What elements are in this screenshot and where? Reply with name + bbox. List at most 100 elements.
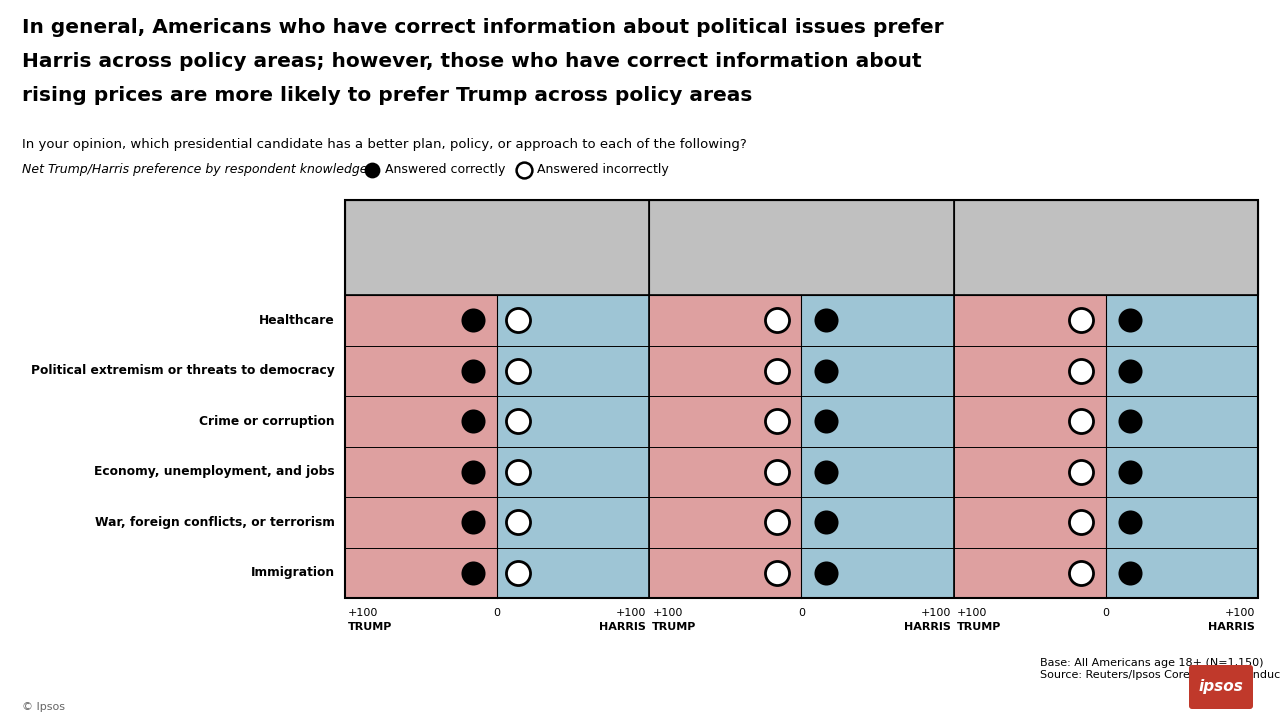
Bar (801, 446, 954, 497)
Point (767, 466, 787, 477)
Text: Crime or corruption: Crime or corruption (200, 415, 335, 428)
Bar (497, 396, 649, 446)
Point (1120, 516, 1140, 528)
Text: HARRIS: HARRIS (1208, 622, 1254, 632)
Text: Harris across policy areas; however, those who have correct information about: Harris across policy areas; however, tho… (22, 52, 922, 71)
Text: In your opinion, which presidential candidate has a better plan, policy, or appr: In your opinion, which presidential cand… (22, 138, 746, 151)
Text: Immigration: Immigration (251, 566, 335, 580)
Point (508, 466, 529, 477)
Bar (954, 497, 1106, 547)
Bar (649, 200, 954, 295)
Bar (497, 446, 649, 497)
Text: +100: +100 (616, 608, 646, 618)
Text: +100: +100 (348, 608, 379, 618)
Text: Net Trump/Harris preference by respondent knowledge: Net Trump/Harris preference by responden… (22, 163, 367, 176)
Text: TRUMP: TRUMP (653, 622, 696, 632)
Point (767, 365, 787, 377)
Text: Economy, unemployment, and jobs: Economy, unemployment, and jobs (95, 465, 335, 478)
Bar (497, 346, 649, 396)
Point (767, 516, 787, 528)
Bar (954, 200, 1258, 295)
Bar (1106, 346, 1258, 396)
Text: In general, Americans who have correct information about political issues prefer: In general, Americans who have correct i… (22, 18, 943, 37)
Bar (649, 295, 801, 346)
Point (462, 365, 483, 377)
Point (1120, 567, 1140, 578)
Point (508, 315, 529, 326)
Bar (954, 396, 1106, 446)
Bar (801, 497, 954, 547)
Bar (649, 547, 801, 598)
Bar (649, 446, 801, 497)
Point (815, 516, 836, 528)
Point (815, 567, 836, 578)
Point (508, 516, 529, 528)
Bar (649, 396, 801, 446)
Point (508, 567, 529, 578)
Text: ipsos: ipsos (1198, 680, 1243, 695)
Bar (1106, 497, 1258, 547)
Bar (346, 200, 1258, 598)
Bar (497, 497, 649, 547)
Text: Answered incorrectly: Answered incorrectly (538, 163, 668, 176)
Point (462, 516, 483, 528)
Bar (346, 396, 497, 446)
Bar (954, 446, 1106, 497)
Point (815, 466, 836, 477)
Point (1071, 466, 1092, 477)
Point (462, 466, 483, 477)
Point (1120, 365, 1140, 377)
Text: +100: +100 (920, 608, 951, 618)
Bar (346, 346, 497, 396)
Point (1120, 415, 1140, 427)
Bar (649, 497, 801, 547)
Text: Prices for typical consumer
and household goods are up
nearly 20% from when Joe
: Prices for typical consumer and househol… (398, 215, 596, 279)
Text: TRUMP: TRUMP (956, 622, 1001, 632)
Text: 0: 0 (1102, 608, 1110, 618)
Bar (497, 547, 649, 598)
Point (1120, 315, 1140, 326)
Point (362, 164, 383, 176)
Point (767, 567, 787, 578)
Bar (954, 346, 1106, 396)
Point (1071, 567, 1092, 578)
Bar (954, 295, 1106, 346)
Bar (346, 200, 649, 295)
Text: Answered correctly: Answered correctly (385, 163, 506, 176)
Bar (801, 547, 954, 598)
Bar (801, 295, 954, 346)
Bar (346, 547, 497, 598)
Bar (346, 295, 497, 346)
Point (1071, 415, 1092, 427)
Text: TRUMP: TRUMP (348, 622, 393, 632)
Text: rising prices are more likely to prefer Trump across policy areas: rising prices are more likely to prefer … (22, 86, 753, 105)
Bar (1106, 547, 1258, 598)
Point (462, 315, 483, 326)
Bar (1106, 446, 1258, 497)
Point (508, 365, 529, 377)
Bar (346, 497, 497, 547)
Text: Political extremism or threats to democracy: Political extremism or threats to democr… (31, 364, 335, 377)
Point (815, 315, 836, 326)
Text: Healthcare: Healthcare (260, 314, 335, 327)
Text: HARRIS: HARRIS (599, 622, 646, 632)
Bar (346, 446, 497, 497)
Text: +100: +100 (956, 608, 987, 618)
Text: +100: +100 (653, 608, 682, 618)
Point (1071, 365, 1092, 377)
Bar (1106, 295, 1258, 346)
Point (508, 415, 529, 427)
Text: +100: +100 (1225, 608, 1254, 618)
Point (1071, 516, 1092, 528)
Bar (954, 547, 1106, 598)
Text: There was widespread voter
fraud involving ballot drop
boxes in the 2020 electio: There was widespread voter fraud involvi… (1006, 215, 1206, 279)
FancyBboxPatch shape (1189, 665, 1253, 709)
Text: Hundreds of transgender
prisoners have received
transition surgery under the
Bid: Hundreds of transgender prisoners have r… (695, 215, 909, 279)
Text: HARRIS: HARRIS (904, 622, 951, 632)
Point (767, 315, 787, 326)
Bar (1106, 396, 1258, 446)
Bar (801, 396, 954, 446)
Point (462, 567, 483, 578)
Bar (801, 346, 954, 396)
Bar (497, 295, 649, 346)
